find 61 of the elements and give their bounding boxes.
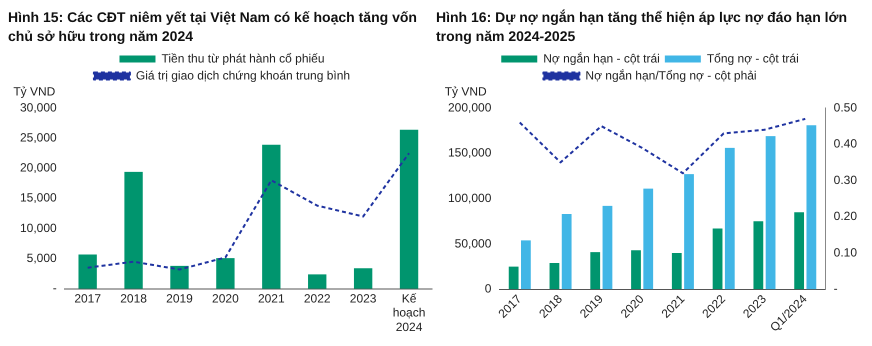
- bar: [78, 254, 97, 289]
- bar: [684, 174, 694, 290]
- x-tick-label: 2022: [304, 291, 331, 306]
- bar: [794, 212, 804, 290]
- bar: [308, 274, 326, 289]
- x-tick-label: 2019: [166, 291, 194, 306]
- x-tick-label: 2018: [120, 291, 148, 306]
- legend-label: Nợ ngắn hạn - cột trái: [543, 51, 660, 66]
- bar: [590, 252, 600, 290]
- x-tick-label: Kế hoạch 2024: [392, 291, 426, 334]
- y2-tick-label: 0.50: [834, 100, 858, 114]
- y-tick-label: 5,000: [26, 250, 58, 265]
- bar: [602, 206, 612, 290]
- y-tick-label: 50,000: [454, 236, 492, 250]
- chart-title: Hình 15: Các CĐT niêm yết tại Việt Nam có kế hoạch tăng vốn chủ sở hữu trong năm 2024: [8, 8, 418, 46]
- y2-tick-label: -: [834, 282, 838, 296]
- y-tick-label: 100,000: [448, 190, 492, 205]
- bar: [400, 130, 418, 289]
- y-axis-title: Tỷ VND: [13, 84, 56, 98]
- y-axis-title: Tỷ VND: [444, 84, 488, 98]
- bar: [550, 262, 560, 290]
- x-tick-label: 2021: [258, 291, 285, 306]
- legend-label: Tiền thu từ phát hành cổ phiếu: [161, 51, 325, 66]
- bar: [753, 221, 764, 290]
- y-tick-label: 25,000: [20, 130, 58, 144]
- y2-tick-label: 0.20: [834, 209, 858, 224]
- bar: [643, 188, 654, 290]
- line-series: [518, 118, 806, 174]
- y-tick-label: -: [52, 281, 57, 296]
- bar: [354, 268, 372, 289]
- y2-tick-label: 0.10: [834, 245, 858, 260]
- line-series: [86, 152, 410, 271]
- y-tick-label: 200,000: [448, 100, 492, 114]
- y2-tick-label: 0.30: [834, 172, 858, 187]
- bar: [672, 253, 682, 290]
- bar: [562, 214, 572, 290]
- x-tick-label: 2017: [74, 291, 102, 306]
- y-tick-label: 30,000: [20, 100, 58, 114]
- bar: [712, 228, 722, 290]
- bar: [170, 266, 189, 289]
- bar: [508, 266, 519, 290]
- y-tick-label: 10,000: [20, 220, 58, 235]
- legend-label: Tổng nợ - cột trái: [706, 51, 799, 66]
- chart-title: Hình 16: Dự nợ ngắn hạn tăng thể hiện áp lực nợ đáo hạn lớn trong năm 2024-2025: [436, 8, 848, 46]
- bar: [631, 250, 641, 290]
- y-tick-label: 15,000: [20, 190, 58, 205]
- bar: [520, 240, 531, 290]
- bar: [724, 148, 735, 290]
- x-tick-label: 2023: [350, 291, 377, 306]
- bar: [124, 172, 143, 289]
- y-tick-label: 150,000: [448, 146, 492, 160]
- x-tick-label: 2020: [212, 291, 240, 306]
- legend-label: Giá trị giao dịch chứng khoán trung bình: [136, 68, 350, 82]
- y-tick-label: 0: [484, 282, 492, 296]
- bar: [216, 258, 235, 289]
- legend-label: Nợ ngắn hạn/Tổng nợ - cột phải: [585, 68, 757, 82]
- y2-tick-label: 0.40: [834, 136, 858, 151]
- bar: [766, 136, 776, 290]
- y-tick-label: 20,000: [20, 160, 58, 175]
- bar: [262, 144, 280, 289]
- bar: [806, 125, 816, 290]
